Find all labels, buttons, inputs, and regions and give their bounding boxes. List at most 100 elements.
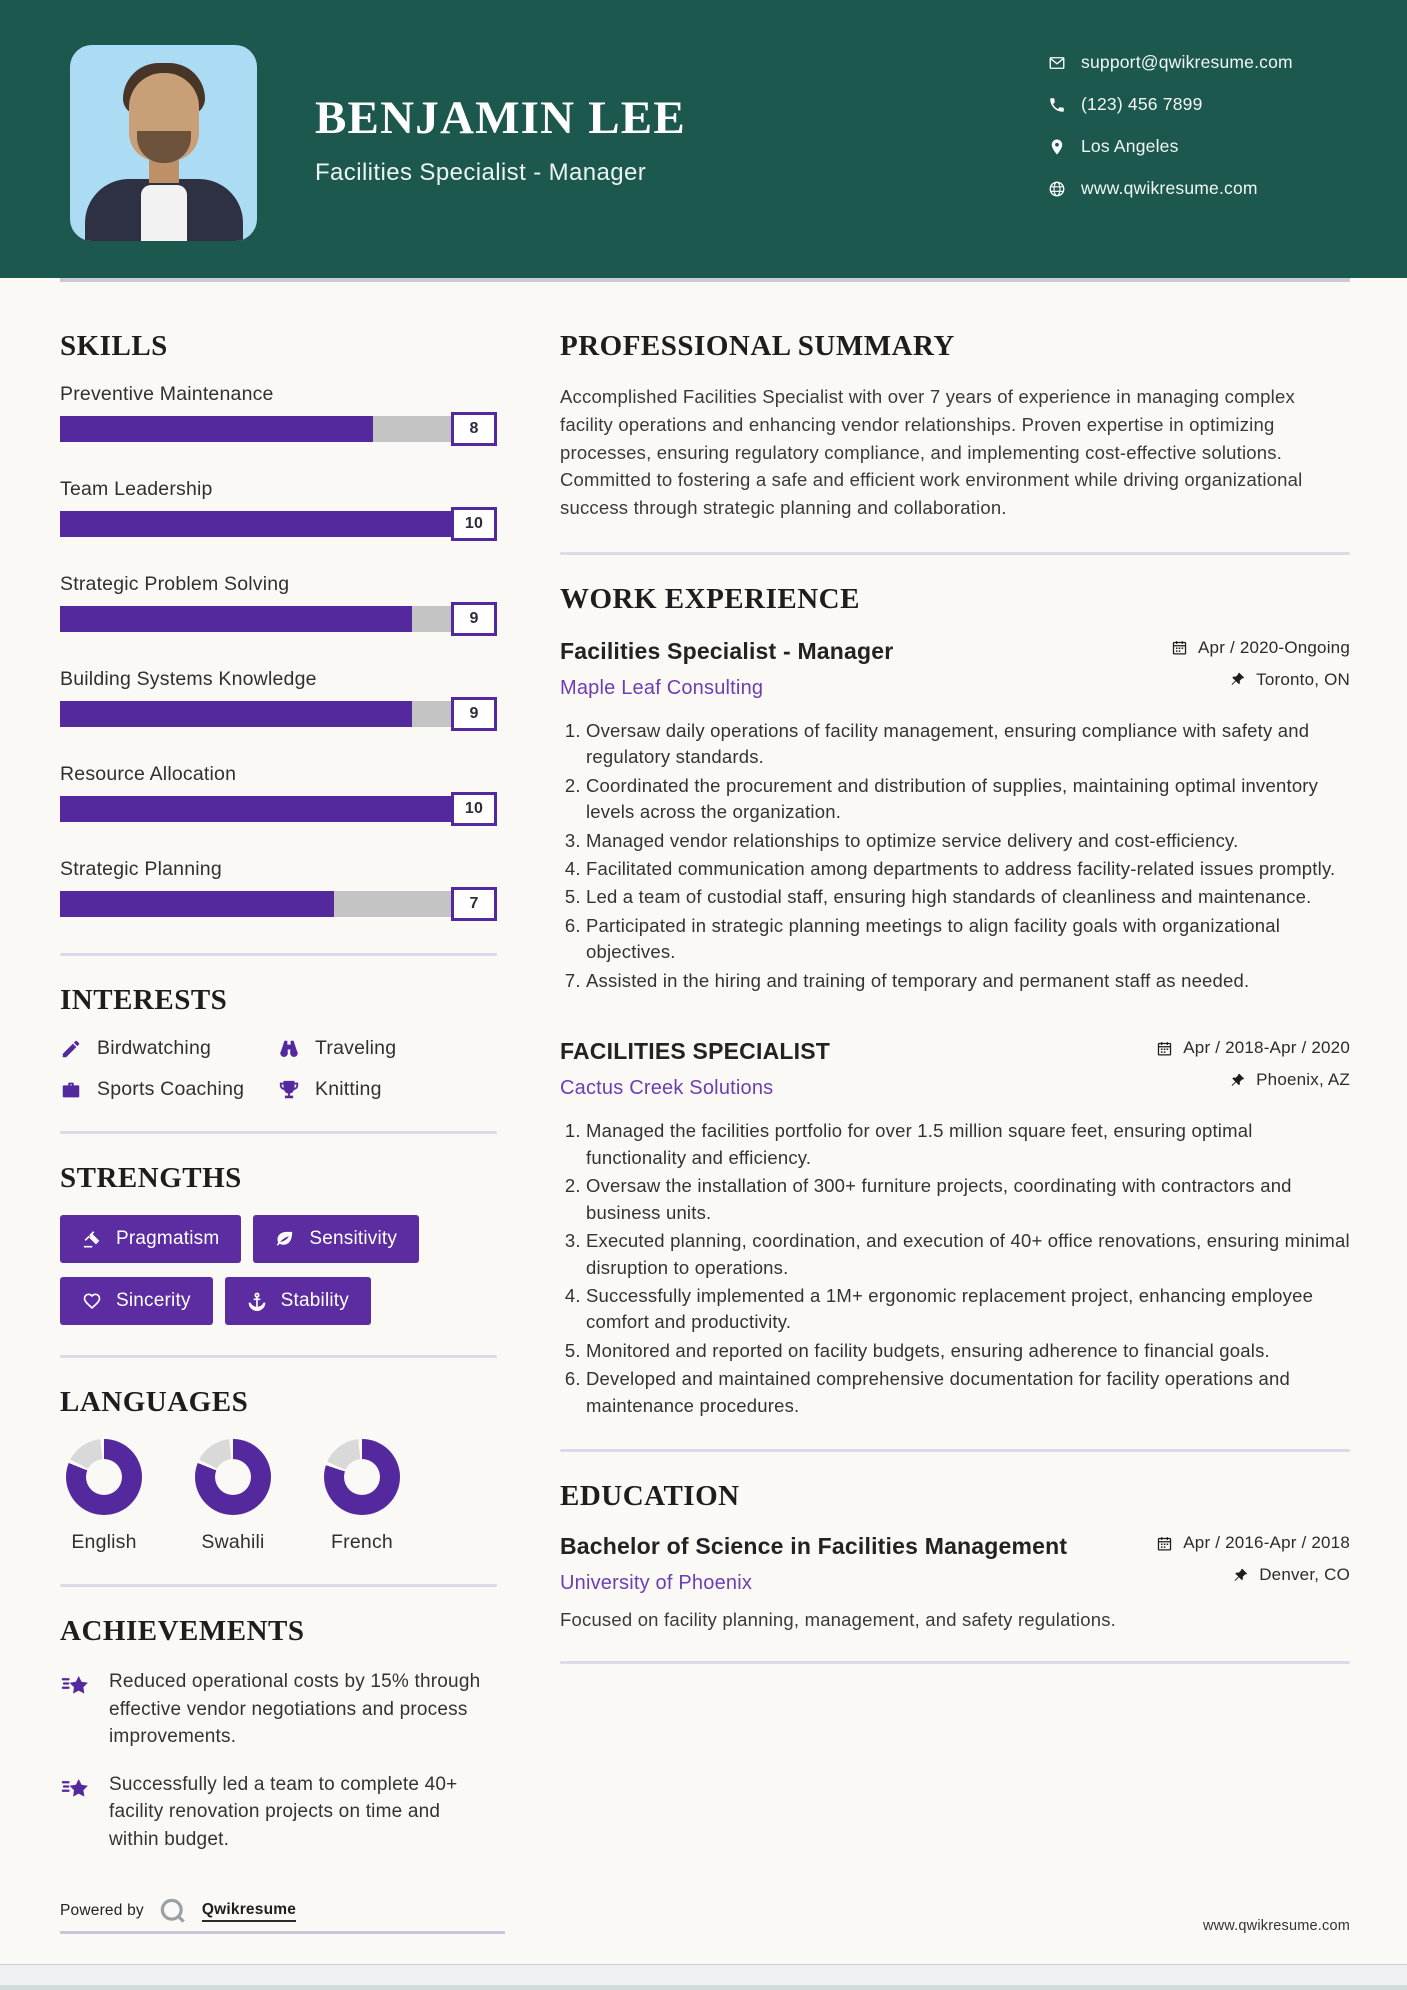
achievements-list: Reduced operational costs by 15% through… <box>60 1668 497 1853</box>
education-section: EDUCATION Bachelor of Science in Facilit… <box>560 1480 1350 1631</box>
job-bullet: Executed planning, coordination, and exe… <box>586 1228 1350 1281</box>
job-location: Toronto, ON <box>1256 669 1350 689</box>
skill-row: Strategic Problem Solving 9 <box>60 573 497 636</box>
achievement-text: Reduced operational costs by 15% through… <box>109 1671 481 1748</box>
language-label: English <box>71 1531 137 1553</box>
section-divider <box>60 1131 497 1134</box>
header-divider <box>60 278 1350 282</box>
footer: Powered by Qwikresume www.qwikresume.com <box>60 1896 1350 1934</box>
strength-icon <box>82 1291 102 1311</box>
contact-text[interactable]: www.qwikresume.com <box>1081 178 1258 198</box>
interest-item: Birdwatching <box>60 1037 278 1060</box>
experience-section: WORK EXPERIENCE Facilities Specialist - … <box>560 583 1350 1420</box>
job-company: Maple Leaf Consulting <box>560 676 764 699</box>
candidate-name: BENJAMIN LEE <box>315 92 686 144</box>
skill-bar-fill <box>60 701 412 727</box>
strength-icon <box>247 1291 267 1311</box>
interest-item: Knitting <box>278 1078 497 1101</box>
jobs-list: Facilities Specialist - Manager Maple Le… <box>560 638 1350 1420</box>
contact-icon <box>1048 54 1066 72</box>
contact-icon <box>1048 138 1066 156</box>
job-meta: Apr / 2018-Apr / 2020 Phoenix, AZ <box>1156 1038 1350 1102</box>
contact-item[interactable]: Los Angeles <box>1048 136 1293 157</box>
section-divider <box>60 1355 497 1358</box>
summary-heading: PROFESSIONAL SUMMARY <box>560 330 955 362</box>
left-column: SKILLS Preventive Maintenance 8 <box>60 330 497 1873</box>
skill-label: Building Systems Knowledge <box>60 668 317 690</box>
skill-score-badge: 10 <box>451 792 497 826</box>
strength-chip: Sensitivity <box>253 1215 420 1263</box>
contact-text[interactable]: support@qwikresume.com <box>1081 52 1293 72</box>
calendar-icon <box>1156 1535 1173 1552</box>
contact-text[interactable]: Los Angeles <box>1081 136 1179 156</box>
education-school: University of Phoenix <box>560 1572 753 1595</box>
job-bullet: Oversaw daily operations of facility man… <box>586 718 1350 771</box>
achievement-text: Successfully led a team to complete 40+ … <box>109 1773 458 1850</box>
language-label: Swahili <box>201 1531 265 1553</box>
education-location-row: Denver, CO <box>1156 1565 1350 1585</box>
contact-icon <box>1048 180 1066 198</box>
section-divider <box>560 551 1350 555</box>
skills-list: Preventive Maintenance 8 Team Leadership <box>60 383 497 921</box>
qwikresume-link[interactable]: Qwikresume <box>201 1901 297 1922</box>
job-location-row: Phoenix, AZ <box>1156 1070 1350 1090</box>
education-date: Apr / 2016-Apr / 2018 <box>1183 1533 1350 1553</box>
summary-text: Accomplished Facilities Specialist with … <box>560 386 1303 518</box>
photo-shirt <box>140 185 187 241</box>
skill-bar-fill <box>60 796 451 822</box>
skill-bar-fill <box>60 511 451 537</box>
summary-section: PROFESSIONAL SUMMARY Accomplished Facili… <box>560 330 1350 522</box>
skill-bar: 10 <box>60 792 497 826</box>
experience-heading: WORK EXPERIENCE <box>560 582 860 615</box>
strengths-heading: STRENGTHS <box>60 1162 242 1194</box>
calendar-icon <box>1156 1040 1173 1057</box>
language-item: Swahili <box>189 1439 277 1554</box>
interests-heading: INTERESTS <box>60 984 228 1016</box>
skill-label: Strategic Problem Solving <box>60 573 290 595</box>
skill-bar-fill <box>60 606 412 632</box>
languages-heading: LANGUAGES <box>60 1386 249 1418</box>
contact-list: support@qwikresume.com (123) 456 7899 Lo… <box>1048 52 1293 220</box>
job-bullet-list: Oversaw daily operations of facility man… <box>560 718 1350 995</box>
skill-score-badge: 9 <box>451 602 497 636</box>
education-location: Denver, CO <box>1259 1565 1350 1585</box>
job-date: Apr / 2018-Apr / 2020 <box>1183 1038 1350 1058</box>
education-header: Bachelor of Science in Facilities Manage… <box>560 1533 1350 1597</box>
contact-icon <box>1048 96 1066 114</box>
interest-icon <box>60 1079 82 1101</box>
language-item: English <box>60 1439 148 1554</box>
achievements-section: ACHIEVEMENTS Reduced operational costs b… <box>60 1615 497 1853</box>
interest-icon <box>278 1079 300 1101</box>
job-bullet: Managed the facilities portfolio for ove… <box>586 1118 1350 1171</box>
language-donut-chart <box>66 1439 142 1515</box>
pushpin-icon <box>1232 1567 1249 1584</box>
strength-icon <box>82 1229 102 1249</box>
contact-item[interactable]: support@qwikresume.com <box>1048 52 1293 73</box>
contact-item[interactable]: www.qwikresume.com <box>1048 178 1293 199</box>
skills-heading: SKILLS <box>60 330 168 362</box>
job-bullet: Developed and maintained comprehensive d… <box>586 1366 1350 1419</box>
job-title: Facilities Specialist - Manager <box>560 637 894 664</box>
interest-item: Sports Coaching <box>60 1078 278 1101</box>
job-meta: Apr / 2020-Ongoing Toronto, ON <box>1171 638 1350 702</box>
skill-row: Building Systems Knowledge 9 <box>60 668 497 731</box>
job-title: FACILITIES SPECIALIST <box>560 1038 831 1065</box>
interest-label: Birdwatching <box>97 1037 212 1059</box>
skill-score-badge: 7 <box>451 887 497 921</box>
strengths-list: Pragmatism Sensitivity Sincerity <box>60 1215 497 1325</box>
skill-bar-fill <box>60 891 334 917</box>
job-title-block: Facilities Specialist - Manager Maple Le… <box>560 638 893 700</box>
job-bullet-list: Managed the facilities portfolio for ove… <box>560 1118 1350 1419</box>
contact-item[interactable]: (123) 456 7899 <box>1048 94 1293 115</box>
calendar-icon <box>1171 639 1188 656</box>
skill-bar: 9 <box>60 602 497 636</box>
section-divider <box>60 953 497 956</box>
pushpin-icon <box>1229 671 1246 688</box>
job-header: Facilities Specialist - Manager Maple Le… <box>560 638 1350 702</box>
footer-url[interactable]: www.qwikresume.com <box>1202 1918 1350 1934</box>
qwikresume-logo-icon <box>158 1896 188 1926</box>
language-item: French <box>318 1439 406 1554</box>
contact-text[interactable]: (123) 456 7899 <box>1081 94 1203 114</box>
job-bullet: Monitored and reported on facility budge… <box>586 1338 1350 1364</box>
job-location: Phoenix, AZ <box>1256 1070 1350 1090</box>
